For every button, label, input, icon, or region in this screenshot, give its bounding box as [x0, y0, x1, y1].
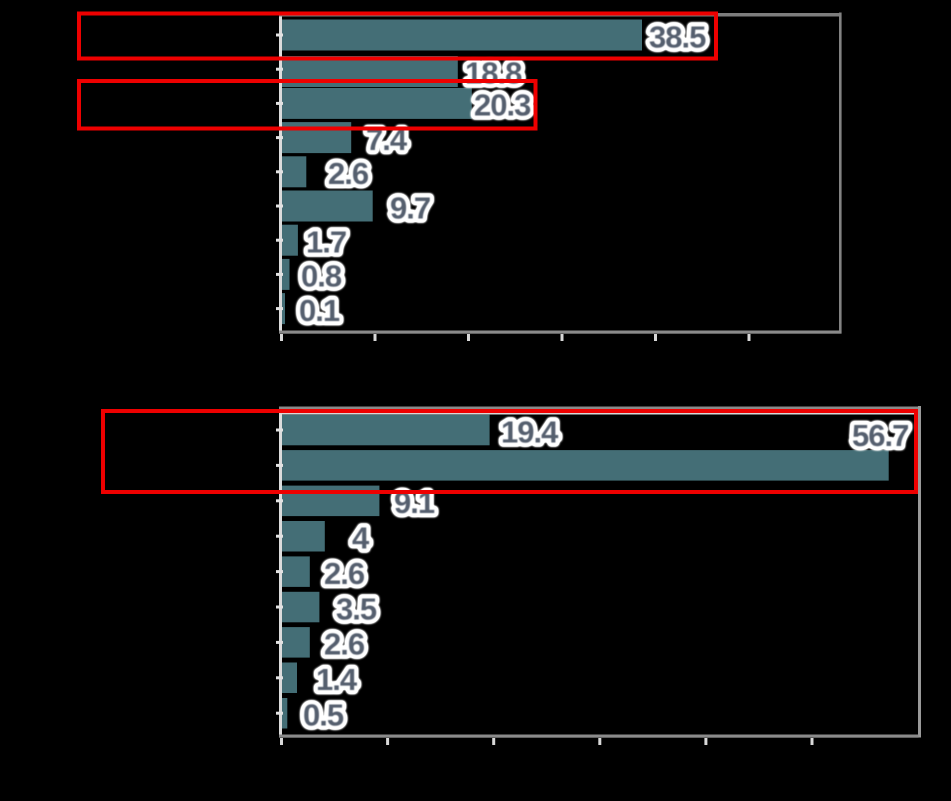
- svg-text:20.3: 20.3: [474, 88, 531, 123]
- svg-text:56.7: 56.7: [852, 418, 908, 453]
- svg-text:9.7: 9.7: [390, 190, 430, 225]
- svg-text:0.1: 0.1: [299, 293, 340, 328]
- svg-text:19.4: 19.4: [501, 414, 559, 449]
- svg-text:0.5: 0.5: [303, 698, 344, 733]
- svg-text:56.7: 56.7: [852, 418, 908, 453]
- svg-text:1.7: 1.7: [306, 225, 346, 260]
- svg-text:1.7: 1.7: [306, 225, 346, 260]
- svg-text:0.5: 0.5: [303, 698, 344, 733]
- svg-text:2.6: 2.6: [328, 156, 369, 191]
- svg-text:2.6: 2.6: [328, 156, 369, 191]
- svg-text:4: 4: [352, 521, 370, 556]
- svg-text:9.7: 9.7: [390, 190, 430, 225]
- svg-text:0.1: 0.1: [299, 293, 340, 328]
- svg-text:18.8: 18.8: [465, 55, 522, 90]
- svg-text:0.8: 0.8: [301, 259, 342, 294]
- svg-text:0.8: 0.8: [301, 259, 342, 294]
- svg-text:1.4: 1.4: [316, 662, 358, 697]
- svg-text:2.6: 2.6: [324, 556, 365, 591]
- svg-text:38.5: 38.5: [649, 19, 706, 54]
- svg-text:3.5: 3.5: [336, 591, 377, 626]
- svg-text:2.6: 2.6: [324, 556, 365, 591]
- svg-text:38.5: 38.5: [649, 19, 706, 54]
- svg-text:19.4: 19.4: [501, 414, 559, 449]
- svg-text:2.6: 2.6: [324, 627, 365, 662]
- svg-text:2.6: 2.6: [324, 627, 365, 662]
- svg-text:1.4: 1.4: [316, 662, 358, 697]
- svg-text:20.3: 20.3: [474, 88, 531, 123]
- svg-text:3.5: 3.5: [336, 591, 377, 626]
